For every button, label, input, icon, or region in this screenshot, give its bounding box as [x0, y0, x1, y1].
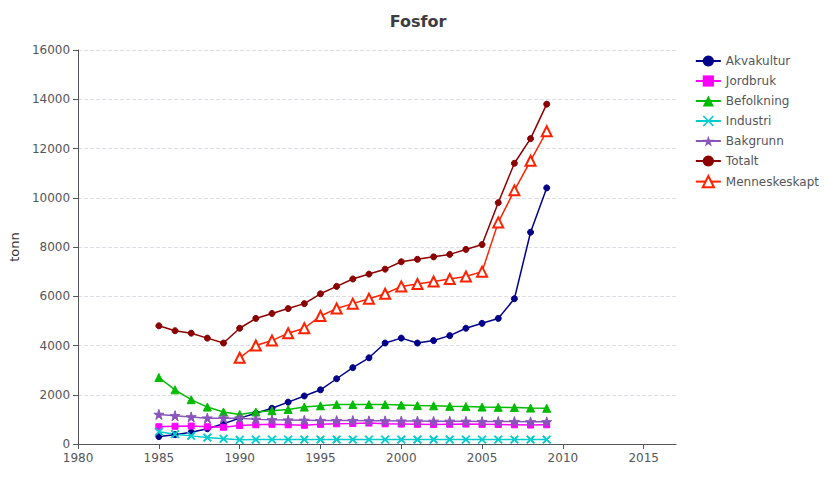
svg-text:10000: 10000: [32, 191, 70, 205]
svg-text:2000: 2000: [40, 388, 71, 402]
svg-text:Menneskeskapt: Menneskeskapt: [726, 175, 819, 189]
svg-text:16000: 16000: [32, 43, 70, 57]
svg-text:tonn: tonn: [7, 232, 22, 262]
svg-text:2010: 2010: [548, 451, 579, 465]
svg-text:2000: 2000: [386, 451, 417, 465]
svg-text:1980: 1980: [63, 451, 94, 465]
svg-text:Befolkning: Befolkning: [726, 94, 790, 108]
svg-text:1990: 1990: [224, 451, 255, 465]
svg-text:4000: 4000: [40, 339, 71, 353]
svg-text:Bakgrunn: Bakgrunn: [726, 134, 784, 148]
svg-text:Jordbruk: Jordbruk: [725, 74, 776, 88]
svg-text:Akvakultur: Akvakultur: [726, 54, 790, 68]
svg-text:0: 0: [62, 437, 70, 451]
svg-text:Totalt: Totalt: [725, 154, 759, 168]
svg-text:12000: 12000: [32, 142, 70, 156]
svg-text:1985: 1985: [144, 451, 175, 465]
svg-text:1995: 1995: [305, 451, 336, 465]
svg-text:Industri: Industri: [726, 114, 772, 128]
svg-text:6000: 6000: [40, 289, 71, 303]
svg-text:2005: 2005: [467, 451, 498, 465]
svg-text:14000: 14000: [32, 92, 70, 106]
svg-text:Fosfor: Fosfor: [390, 12, 447, 31]
svg-text:2015: 2015: [628, 451, 659, 465]
svg-text:8000: 8000: [40, 240, 71, 254]
